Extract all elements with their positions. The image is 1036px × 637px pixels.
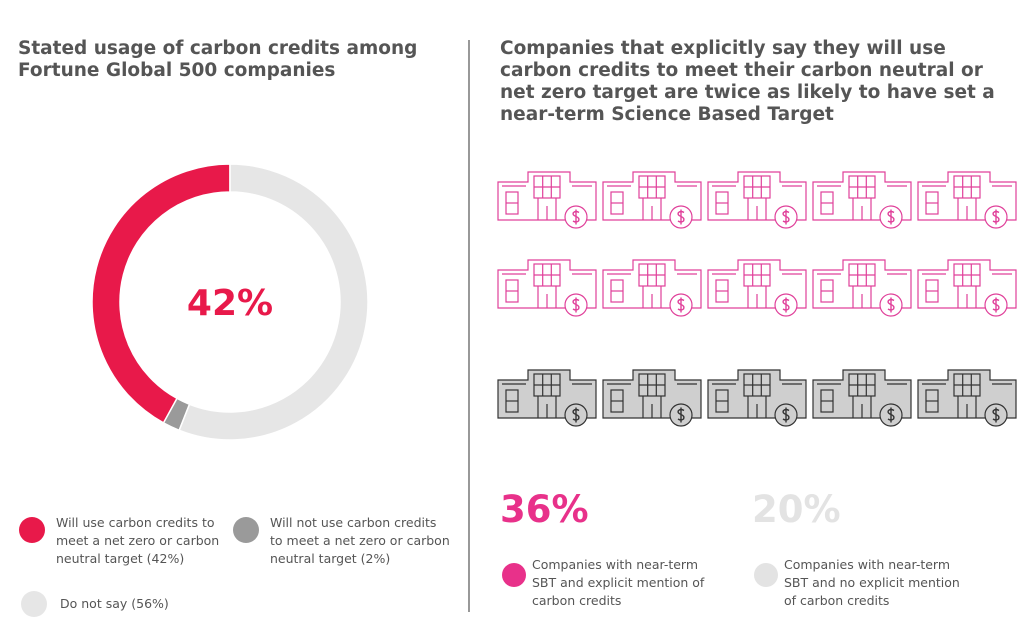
icon-dollar: [782, 209, 790, 225]
icon-dollar: [572, 209, 580, 225]
building-icon: [602, 171, 702, 229]
icon-body: [602, 171, 702, 221]
icon-dollar: [782, 297, 790, 313]
icon-line: [849, 374, 875, 418]
icon-line: [849, 176, 875, 220]
building-icon: [497, 369, 597, 427]
donut-slice: [178, 163, 369, 441]
building-icon: [707, 171, 807, 229]
building-icon: [602, 259, 702, 317]
building-icon: [812, 369, 912, 427]
icon-line: [954, 176, 980, 220]
icon-body: [812, 171, 912, 221]
building-icon: [497, 259, 597, 317]
chart-title: Companies that explicitly say they will …: [500, 38, 995, 125]
icon-dollar: [572, 297, 580, 313]
icon-dollar: [992, 209, 1000, 225]
icon-line: [954, 264, 980, 308]
legend-marker: [19, 517, 45, 543]
icon-body: [707, 259, 807, 309]
icon-dollar: [992, 297, 1000, 313]
icon-line: [954, 374, 980, 418]
icon-dollar: [887, 209, 895, 225]
icon-body: [917, 171, 1017, 221]
icon-line: [744, 264, 770, 308]
building-icon: [602, 369, 702, 427]
stat-value: 36%: [500, 488, 589, 531]
icon-dollar: [572, 407, 580, 423]
icon-dollar: [887, 407, 895, 423]
icon-dollar: [992, 407, 1000, 423]
icon-dollar: [677, 407, 685, 423]
legend-marker: [754, 563, 778, 587]
icon-body: [497, 171, 597, 221]
building-icon: [497, 171, 597, 229]
center-label: 42%: [187, 283, 273, 324]
icon-line: [639, 374, 665, 418]
icon-line: [744, 176, 770, 220]
stat-value: 20%: [752, 488, 841, 531]
icon-line: [534, 264, 560, 308]
legend-marker: [21, 591, 47, 617]
icon-body: [497, 259, 597, 309]
building-icon: [917, 259, 1017, 317]
legend-label: Companies with near-term SBT and explici…: [532, 557, 705, 608]
building-icon: [707, 369, 807, 427]
icon-dollar: [887, 297, 895, 313]
building-icon: [917, 171, 1017, 229]
icon-body: [812, 259, 912, 309]
icon-line: [849, 264, 875, 308]
icon-line: [639, 264, 665, 308]
icon-line: [534, 374, 560, 418]
legend-marker: [233, 517, 259, 543]
icon-dollar: [782, 407, 790, 423]
legend-label: Will not use carbon credits to meet a ne…: [270, 515, 450, 566]
icon-dollar: [677, 297, 685, 313]
legend-label: Do not say (56%): [60, 596, 169, 611]
icon-line: [639, 176, 665, 220]
chart-title: Stated usage of carbon credits among For…: [18, 38, 418, 81]
icon-body: [602, 259, 702, 309]
legend-label: Companies with near-term SBT and no expl…: [784, 557, 960, 608]
icon-body: [707, 171, 807, 221]
building-icon: [917, 369, 1017, 427]
icon-line: [744, 374, 770, 418]
icon-line: [534, 176, 560, 220]
icon-body: [917, 259, 1017, 309]
icon-dollar: [677, 209, 685, 225]
building-icon: [812, 259, 912, 317]
legend-label: Will use carbon credits to meet a net ze…: [56, 515, 220, 566]
legend-marker: [502, 563, 526, 587]
building-icon: [707, 259, 807, 317]
building-icon: [812, 171, 912, 229]
